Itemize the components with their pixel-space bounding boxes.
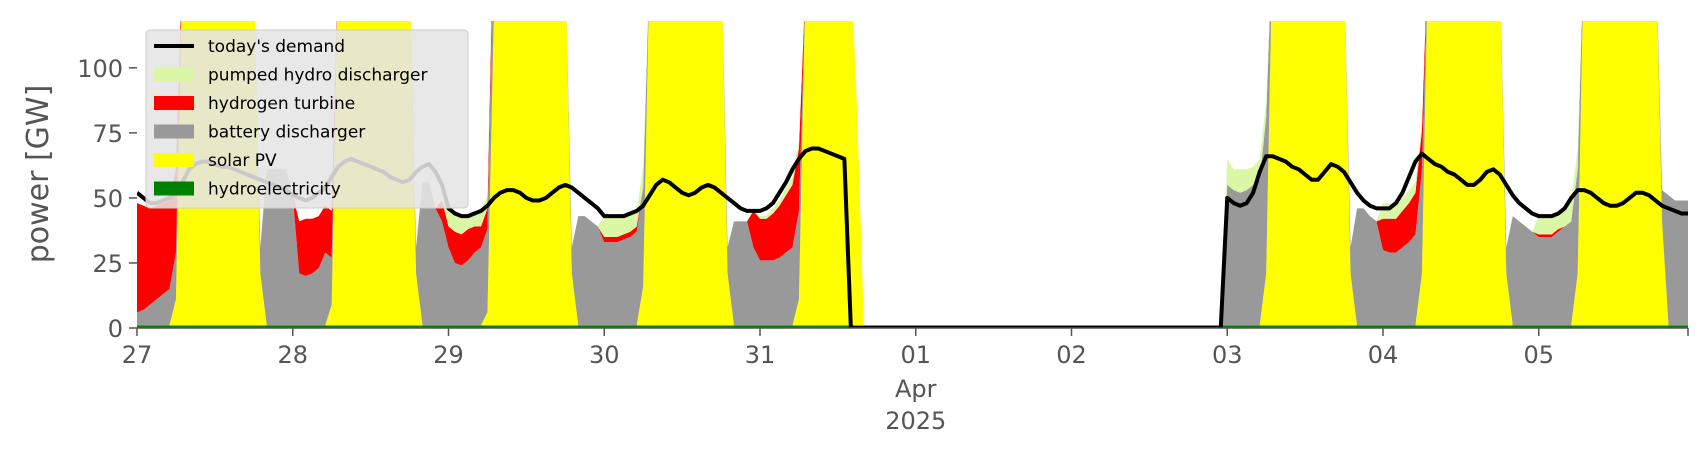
y-tick-label: 100 [77, 55, 123, 83]
y-tick-label: 75 [92, 120, 123, 148]
x-tick-label: 30 [589, 341, 620, 369]
legend-label: solar PV [208, 151, 277, 171]
x-tick-label: 05 [1523, 341, 1554, 369]
legend-label: hydroelectricity [208, 180, 341, 200]
y-axis-label: power [GW] [21, 85, 56, 264]
legend-swatch [154, 181, 194, 196]
legend-swatch [154, 96, 194, 110]
legend-label: pumped hydro discharger [208, 66, 427, 86]
battery-discharger-area [137, 21, 1688, 326]
legend-label: battery discharger [208, 123, 365, 143]
x-tick-label: 01 [900, 341, 931, 369]
x-tick-sublabel: Apr [895, 375, 937, 403]
legend-swatch [154, 67, 194, 82]
x-tick-label: 28 [277, 341, 308, 369]
legend-box [145, 29, 469, 209]
legend: today's demand pumped hydro discharger hyd… [145, 29, 469, 209]
axes: 0 25 50 75 100 27 28 29 30 31 01 Apr 2025 02 03 04 05 [77, 55, 1689, 435]
y-tick-label: 50 [92, 185, 123, 213]
x-tick-label: 31 [745, 341, 776, 369]
x-tick-label: 02 [1056, 341, 1087, 369]
solar-pv-area [137, 21, 1688, 326]
x-tick-label: 03 [1212, 341, 1243, 369]
legend-swatch [154, 124, 194, 139]
x-tick-sublabel: 2025 [885, 407, 946, 435]
legend-label: hydrogen turbine [208, 94, 355, 114]
y-tick-label: 25 [92, 250, 123, 278]
x-tick-label: 29 [433, 341, 464, 369]
x-tick-label: 04 [1368, 341, 1399, 369]
legend-swatch [154, 153, 194, 167]
y-tick-label: 0 [108, 315, 123, 343]
x-tick-label: 27 [122, 341, 153, 369]
legend-label: today's demand [208, 37, 345, 57]
